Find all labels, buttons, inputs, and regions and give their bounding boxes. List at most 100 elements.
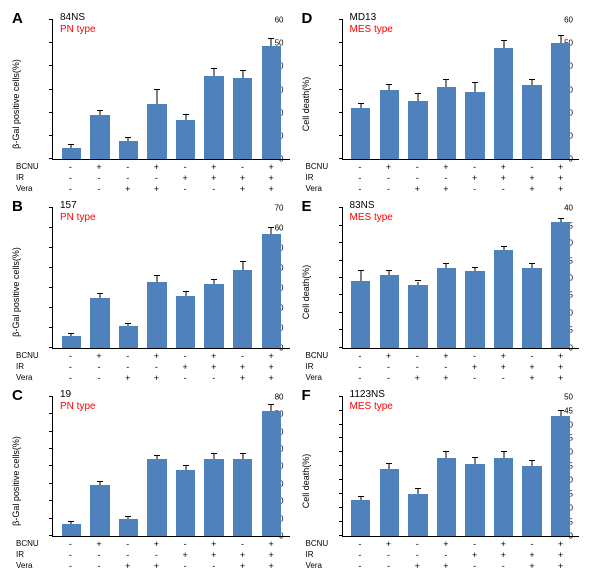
bar [380, 469, 399, 536]
condition-cells: --++--++ [52, 561, 290, 572]
bar-wrap [86, 20, 115, 159]
condition-cell: + [199, 173, 228, 184]
condition-cell: - [56, 539, 85, 550]
condition-cells: --++--++ [342, 561, 580, 572]
condition-cell: - [403, 550, 432, 561]
condition-cell: - [228, 162, 257, 173]
error-cap [415, 488, 421, 489]
bar [147, 104, 166, 160]
bar [551, 222, 570, 347]
condition-cells: -+-+-+-+ [52, 162, 290, 173]
bar-wrap [171, 208, 200, 347]
condition-cell: - [460, 561, 489, 572]
condition-cell: + [113, 561, 142, 572]
condition-label: IR [306, 362, 342, 373]
panel-letter: B [12, 198, 23, 215]
condition-row: Vera--++--++ [16, 373, 290, 384]
bar [465, 271, 484, 348]
bar [262, 411, 281, 536]
condition-table: BCNU-+-+-+-+IR----++++Vera--++--++ [52, 162, 290, 196]
condition-cell: + [257, 550, 286, 561]
condition-row: BCNU-+-+-+-+ [306, 351, 580, 362]
error-cap [154, 89, 160, 90]
error-cap [68, 521, 74, 522]
condition-cell: - [171, 539, 200, 550]
error-bar [242, 262, 243, 270]
condition-cell: + [460, 173, 489, 184]
condition-cell: - [85, 550, 114, 561]
condition-cell: - [460, 539, 489, 550]
condition-cell: + [142, 162, 171, 173]
error-cap [443, 263, 449, 264]
panel-letter: F [302, 387, 311, 404]
condition-row: IR----++++ [306, 550, 580, 561]
bar [90, 298, 109, 348]
condition-row: IR----++++ [16, 550, 290, 561]
condition-label: BCNU [306, 351, 342, 362]
condition-cell: + [228, 373, 257, 384]
bar [408, 101, 427, 159]
condition-cells: -+-+-+-+ [342, 351, 580, 362]
chart-area: 05101520253035404550 [342, 397, 580, 537]
condition-cell: - [113, 550, 142, 561]
bar [233, 270, 252, 348]
condition-cell: + [518, 373, 547, 384]
y-axis-label: β-Gal positive cells(%) [11, 248, 21, 338]
condition-cell: + [518, 561, 547, 572]
panel-letter: D [302, 10, 313, 27]
bar [262, 234, 281, 347]
error-bar [271, 39, 272, 46]
condition-cells: ----++++ [52, 362, 290, 373]
condition-cell: + [142, 184, 171, 195]
condition-cell: + [460, 550, 489, 561]
condition-cell: - [199, 373, 228, 384]
condition-label: BCNU [16, 162, 52, 173]
bar-wrap [489, 397, 518, 536]
bar-wrap [228, 208, 257, 347]
condition-cells: ----++++ [342, 550, 580, 561]
condition-cell: - [403, 362, 432, 373]
bar-wrap [461, 20, 490, 159]
bar-wrap [114, 208, 143, 347]
condition-cell: + [403, 373, 432, 384]
error-bar [128, 138, 129, 140]
condition-cell: + [257, 539, 286, 550]
condition-cell: + [546, 162, 575, 173]
error-cap [97, 110, 103, 111]
condition-cell: - [228, 351, 257, 362]
chart-area: 0102030405060 [342, 20, 580, 160]
bar [437, 458, 456, 536]
condition-cell: - [346, 550, 375, 561]
error-cap [529, 79, 535, 80]
condition-cell: - [199, 561, 228, 572]
error-bar [532, 80, 533, 85]
bar-wrap [404, 397, 433, 536]
condition-label: Vera [16, 184, 52, 195]
condition-cells: --++--++ [52, 373, 290, 384]
bar-wrap [404, 208, 433, 347]
error-bar [185, 115, 186, 120]
error-cap [472, 82, 478, 83]
error-cap [268, 404, 274, 405]
condition-cell: + [113, 373, 142, 384]
error-bar [417, 489, 418, 495]
condition-cell: + [546, 184, 575, 195]
bar-wrap [171, 397, 200, 536]
condition-cell: + [171, 550, 200, 561]
bar-wrap [375, 20, 404, 159]
error-bar [560, 36, 561, 43]
condition-label: BCNU [16, 351, 52, 362]
error-bar [417, 94, 418, 101]
condition-cell: - [346, 184, 375, 195]
bar-wrap [432, 397, 461, 536]
bar-wrap [143, 208, 172, 347]
condition-cell: - [56, 162, 85, 173]
bar-wrap [489, 208, 518, 347]
condition-cell: - [403, 539, 432, 550]
condition-cells: ----++++ [52, 550, 290, 561]
bar [522, 268, 541, 348]
bar [551, 416, 570, 536]
condition-cell: + [257, 561, 286, 572]
condition-cell: + [199, 550, 228, 561]
bar-wrap [432, 208, 461, 347]
